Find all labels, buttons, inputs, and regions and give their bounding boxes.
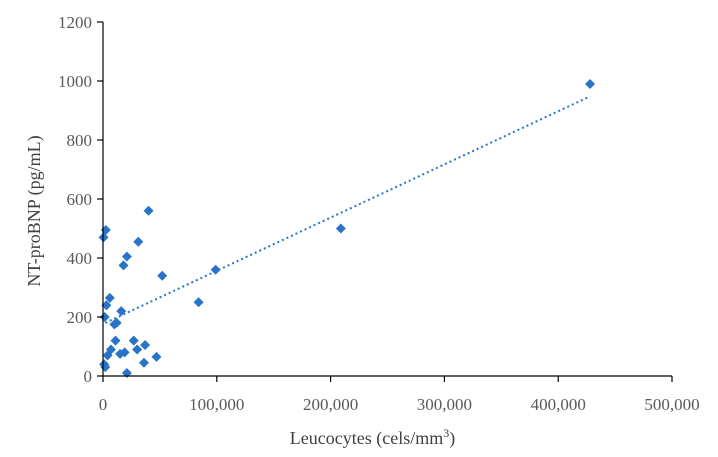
- y-tick-label: 400: [67, 249, 93, 268]
- data-point-marker: [193, 297, 204, 308]
- x-tick-label: 300,000: [417, 395, 472, 414]
- x-axis-title-suffix: ): [449, 428, 455, 449]
- data-point-marker: [100, 224, 111, 235]
- x-axis-title: Leucocytes (cels/mm3): [290, 426, 455, 449]
- plot-area: [98, 78, 596, 379]
- data-point-marker: [157, 270, 168, 281]
- data-point-marker: [138, 357, 149, 368]
- data-point-marker: [210, 264, 221, 275]
- data-point-marker: [110, 335, 121, 346]
- data-point-marker: [133, 236, 144, 247]
- data-point-marker: [111, 317, 122, 328]
- y-axis-title: NT-proBNP (pg/mL): [24, 135, 45, 286]
- data-point-marker: [105, 344, 116, 355]
- y-tick-label: 0: [84, 367, 93, 386]
- data-point-marker: [104, 292, 115, 303]
- data-point-marker: [101, 300, 112, 311]
- data-point-marker: [121, 251, 132, 262]
- data-point-marker: [585, 78, 596, 89]
- y-axis-ticks: 0 200 400 600 800 1000 1200: [58, 13, 103, 386]
- x-tick-label: 400,000: [531, 395, 586, 414]
- x-axis-ticks: 0 100,000 200,000 300,000 400,000 500,000: [99, 376, 700, 414]
- trendline: [104, 95, 591, 324]
- data-point-marker: [128, 335, 139, 346]
- data-point-marker: [143, 205, 154, 216]
- y-tick-label: 1200: [58, 13, 92, 32]
- data-point-marker: [116, 306, 127, 317]
- data-point-marker: [140, 340, 151, 351]
- y-tick-label: 200: [67, 308, 93, 327]
- x-tick-label: 100,000: [189, 395, 244, 414]
- data-point-marker: [335, 223, 346, 234]
- x-tick-label: 0: [99, 395, 108, 414]
- y-tick-label: 800: [67, 131, 93, 150]
- data-point-marker: [118, 260, 129, 271]
- data-point-marker: [151, 351, 162, 362]
- data-point-marker: [99, 312, 110, 322]
- data-point-marker: [132, 344, 143, 355]
- y-tick-label: 600: [67, 190, 93, 209]
- y-tick-label: 1000: [58, 72, 92, 91]
- data-point-marker: [119, 347, 130, 358]
- x-axis-title-main: Leucocytes (cels/mm: [290, 428, 443, 449]
- x-axis-title-superscript: 3: [443, 426, 449, 440]
- x-tick-label: 500,000: [644, 395, 699, 414]
- x-tick-label: 200,000: [303, 395, 358, 414]
